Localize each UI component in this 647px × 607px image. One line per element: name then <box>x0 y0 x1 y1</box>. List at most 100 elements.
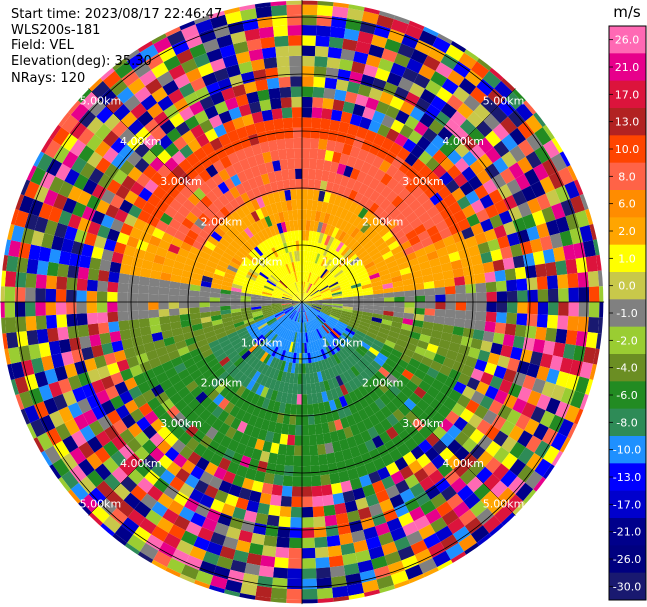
colorbar-tick-label: -8.0 <box>616 416 637 429</box>
range-gate <box>290 86 302 98</box>
range-gate <box>343 198 354 211</box>
range-gate <box>230 290 242 296</box>
range-gate <box>482 330 495 343</box>
range-gate <box>272 358 280 369</box>
range-gate <box>138 318 150 328</box>
range-gate <box>302 332 305 343</box>
range-gate <box>121 413 136 429</box>
range-gate <box>277 267 286 278</box>
range-gate <box>302 302 312 305</box>
range-gate <box>341 310 353 316</box>
range-gate <box>254 153 265 166</box>
range-gate <box>329 26 346 39</box>
range-gate <box>344 91 358 104</box>
range-gate <box>302 599 319 605</box>
range-gate <box>107 311 119 323</box>
range-gate <box>347 238 357 249</box>
range-gate <box>340 347 351 358</box>
range-gate <box>326 333 335 344</box>
range-gate <box>365 97 380 111</box>
range-gate <box>171 548 190 565</box>
range-gate <box>302 302 309 311</box>
range-gate <box>444 118 460 135</box>
range-gate <box>441 509 459 526</box>
range-gate <box>271 306 283 310</box>
range-gate <box>98 88 117 107</box>
range-gate <box>276 222 284 234</box>
range-gate <box>115 184 130 200</box>
range-gate <box>260 217 269 229</box>
range-gate <box>384 551 402 566</box>
range-gate <box>185 521 202 537</box>
range-gate <box>418 150 433 165</box>
range-gate <box>190 205 203 219</box>
range-gate <box>192 416 206 430</box>
range-gate <box>443 193 457 207</box>
range-gate <box>413 73 431 89</box>
range-gate <box>356 233 368 244</box>
range-gate <box>334 89 347 102</box>
range-gate <box>498 379 513 394</box>
range-gate <box>271 335 280 345</box>
range-gate <box>382 343 394 354</box>
range-gate <box>148 357 162 369</box>
range-gate <box>487 238 501 252</box>
range-gate <box>180 405 194 419</box>
range-gate <box>501 134 518 152</box>
range-gate <box>430 517 448 533</box>
range-gate <box>317 243 325 255</box>
range-gate <box>76 278 88 291</box>
range-gate <box>359 116 372 130</box>
range-gate <box>357 344 369 354</box>
range-gate <box>274 270 283 280</box>
range-gate <box>268 345 277 356</box>
range-gate <box>220 309 232 315</box>
range-gate <box>172 136 188 151</box>
range-gate <box>25 287 36 302</box>
range-gate <box>352 307 364 312</box>
range-gate <box>232 474 245 488</box>
range-gate <box>302 496 313 508</box>
range-gate <box>97 280 109 292</box>
range-gate <box>360 222 371 234</box>
range-gate <box>295 240 300 251</box>
range-gate <box>325 181 334 193</box>
range-gate <box>279 315 288 324</box>
range-gate <box>271 303 282 306</box>
range-gate <box>461 226 475 240</box>
range-gate <box>127 468 145 485</box>
range-gate <box>304 281 308 293</box>
range-gate <box>260 36 276 49</box>
range-gate <box>330 311 341 317</box>
range-gate <box>199 560 217 576</box>
range-gate <box>119 329 132 341</box>
range-gate <box>199 306 211 313</box>
range-gate <box>302 292 308 302</box>
range-gate <box>362 290 374 296</box>
range-gate <box>306 251 310 262</box>
range-gate <box>307 414 315 425</box>
range-gate <box>250 299 261 302</box>
range-gate <box>315 279 324 288</box>
range-gate <box>331 366 340 377</box>
range-gate <box>494 269 507 282</box>
range-gate <box>25 302 36 317</box>
range-gate <box>94 123 112 141</box>
range-gate <box>241 335 253 345</box>
range-gate <box>302 293 308 302</box>
range-gate <box>370 343 382 353</box>
range-gate <box>500 246 513 260</box>
range-gate <box>212 159 225 173</box>
range-gate <box>565 258 578 275</box>
range-gate <box>224 97 239 111</box>
range-gate <box>289 414 297 425</box>
range-gate <box>210 362 223 373</box>
range-gate <box>455 284 466 294</box>
range-gate <box>374 67 391 82</box>
range-gate <box>38 246 52 262</box>
range-gate <box>425 302 436 309</box>
range-gate <box>195 391 208 404</box>
range-gate <box>127 283 139 294</box>
range-gate <box>243 145 255 159</box>
range-gate <box>213 565 231 580</box>
